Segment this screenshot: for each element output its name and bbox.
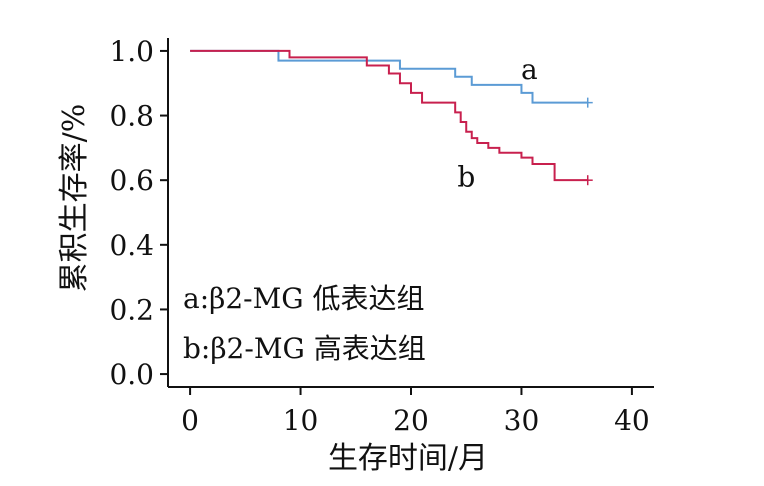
legend: a:β2-MG 低表达组 b:β2-MG 高表达组: [183, 282, 426, 365]
censor-marks: [582, 97, 593, 186]
curve-labels: ab: [457, 53, 537, 194]
x-ticks: 0 10 20 30 40: [181, 387, 650, 437]
y-tick-label: 0.4: [109, 229, 154, 262]
x-tick-label: 40: [614, 404, 650, 437]
y-tick-label: 0.2: [109, 293, 154, 326]
y-tick-label: 0.6: [109, 164, 154, 197]
legend-entry-a: a:β2-MG 低表达组: [183, 282, 425, 315]
legend-entry-b: b:β2-MG 高表达组: [183, 332, 426, 365]
survival-curve-b: [190, 49, 588, 182]
curve-label-b: b: [457, 161, 475, 194]
y-axis-title: 累积生存率/%: [57, 104, 92, 293]
survival-curves: [190, 49, 588, 182]
y-tick-label: 1.0: [109, 35, 154, 68]
curve-label-a: a: [521, 53, 538, 86]
survival-curve-a: [190, 49, 588, 104]
y-tick-label: 0.8: [109, 100, 154, 133]
y-ticks: 0.0 0.2 0.4 0.6 0.8 1.0: [109, 35, 168, 391]
x-tick-label: 0: [181, 404, 199, 437]
y-tick-label: 0.0: [109, 358, 154, 391]
x-tick-label: 20: [393, 404, 429, 437]
x-axis-title: 生存时间/月: [328, 441, 488, 476]
x-tick-label: 30: [504, 404, 540, 437]
x-tick-label: 10: [283, 404, 319, 437]
